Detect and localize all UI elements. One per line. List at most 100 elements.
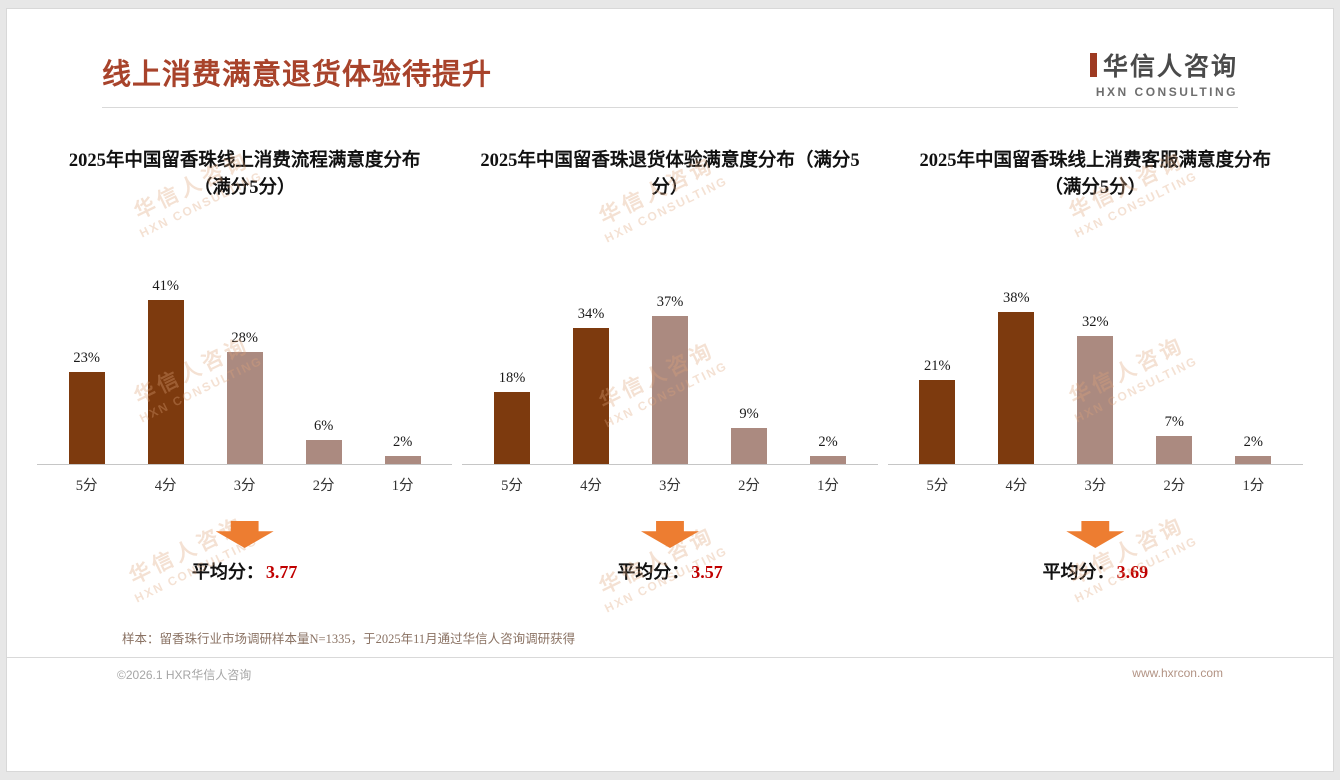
- bar-column: 38%: [993, 234, 1039, 464]
- bars-area: 18% 34% 37% 9% 2%: [462, 234, 878, 465]
- bar: [809, 456, 846, 464]
- down-arrow-icon: [640, 521, 699, 548]
- x-axis-tick-label: 4分: [154, 478, 177, 494]
- bar-column: 2%: [380, 234, 426, 464]
- bar-column: 37%: [647, 234, 693, 464]
- bar-value-label: 2%: [818, 434, 838, 450]
- bar: [68, 372, 105, 464]
- bar-column: 23%: [64, 234, 110, 464]
- company-logo: 华信人咨询 HXN CONSULTING: [1089, 47, 1238, 99]
- charts-row: 2025年中国留香珠线上消费流程满意度分布（满分5分） 23% 41% 28% 6% 2…: [7, 148, 1333, 584]
- bar-value-label: 37%: [656, 294, 684, 310]
- average-label: 平均分：: [617, 562, 690, 582]
- x-axis-tick-label: 3分: [659, 478, 681, 494]
- x-axis-tick-label: 5分: [75, 478, 98, 494]
- average-score: 平均分： 3.69: [888, 558, 1303, 584]
- x-axis-tick-label: 1分: [817, 478, 839, 494]
- bar: [730, 428, 767, 464]
- down-arrow-icon: [1066, 521, 1125, 548]
- chart-return-satisfaction: 2025年中国留香珠退货体验满意度分布（满分5分） 18% 34% 37% 9% 2% …: [462, 148, 878, 584]
- down-arrow-icon: [215, 521, 274, 548]
- sample-footnote: 样本：留香珠行业市场调研样本量N=1335，于2025年11月通过华信人咨询调研…: [122, 632, 576, 646]
- bar-column: 18%: [489, 234, 535, 464]
- logo-subtitle: HXN CONSULTING: [1095, 85, 1238, 99]
- bar-value-label: 38%: [1003, 290, 1030, 306]
- chart-title: 2025年中国留香珠线上消费客服满意度分布（满分5分）: [919, 151, 1272, 198]
- x-axis-tick-label: 4分: [580, 478, 602, 494]
- bar-column: 2%: [1230, 234, 1276, 464]
- x-axis-tick-label: 3分: [233, 478, 256, 494]
- chart-title: 2025年中国留香珠退货体验满意度分布（满分5分）: [480, 151, 860, 198]
- x-axis-tick-label: 2分: [1163, 478, 1186, 494]
- website-text: www.hxrcon.com: [1132, 666, 1223, 680]
- bar: [1156, 436, 1193, 464]
- average-label: 平均分：: [1042, 562, 1115, 582]
- bar-column: 34%: [568, 234, 614, 464]
- x-axis-tick-label: 4分: [1005, 478, 1028, 494]
- bar: [651, 316, 688, 464]
- bar-column: 41%: [143, 234, 189, 464]
- page-title: 线上消费满意退货体验待提升: [102, 59, 493, 91]
- bar-value-label: 2%: [1243, 434, 1263, 450]
- bar-value-label: 2%: [392, 434, 413, 450]
- bar: [493, 392, 530, 464]
- bar-value-label: 6%: [313, 418, 334, 434]
- average-score: 平均分： 3.57: [462, 558, 877, 584]
- x-axis-tick-label: 2分: [738, 478, 760, 494]
- bars-area: 21% 38% 32% 7% 2%: [887, 234, 1303, 465]
- x-axis-labels: 5分 4分 3分 2分 1分: [37, 474, 452, 495]
- bar-column: 32%: [1072, 234, 1118, 464]
- bar-column: 28%: [222, 234, 268, 464]
- x-axis-labels: 5分 4分 3分 2分 1分: [462, 474, 877, 495]
- header-divider: [102, 107, 1238, 108]
- bar-value-label: 23%: [73, 350, 100, 366]
- average-score: 平均分： 3.77: [37, 558, 452, 584]
- footer: ©2026.1 HXR华信人咨询 www.hxrcon.com: [7, 657, 1333, 683]
- x-axis-tick-label: 2分: [312, 478, 335, 494]
- x-axis-tick-label: 1分: [1242, 478, 1265, 494]
- x-axis-tick-label: 5分: [926, 478, 949, 494]
- bar-column: 21%: [914, 234, 960, 464]
- chart-plot: 23% 41% 28% 6% 2% 5分 4分 3分 2分 1分: [37, 234, 453, 495]
- bar: [1077, 336, 1114, 464]
- bar-value-label: 32%: [1082, 314, 1109, 330]
- logo-mark-icon: [1089, 53, 1097, 77]
- average-value: 3.77: [265, 562, 298, 582]
- bar: [919, 380, 956, 464]
- bar-value-label: 28%: [231, 330, 258, 346]
- x-axis-labels: 5分 4分 3分 2分 1分: [888, 474, 1303, 495]
- bar-value-label: 34%: [577, 306, 605, 322]
- chart-title: 2025年中国留香珠线上消费流程满意度分布（满分5分）: [68, 151, 421, 198]
- copyright-text: ©2026.1 HXR华信人咨询: [117, 668, 252, 682]
- header: 线上消费满意退货体验待提升 华信人咨询 HXN CONSULTING: [7, 9, 1333, 99]
- bar: [384, 456, 421, 464]
- chart-service-satisfaction: 2025年中国留香珠线上消费客服满意度分布（满分5分） 21% 38% 32% 7% 2…: [887, 148, 1303, 584]
- average-label: 平均分：: [191, 562, 264, 582]
- bar-value-label: 21%: [924, 358, 951, 374]
- bar-value-label: 18%: [498, 370, 526, 386]
- average-value: 3.57: [691, 562, 723, 582]
- bar-value-label: 7%: [1164, 414, 1184, 430]
- bar: [147, 300, 184, 464]
- bar: [572, 328, 609, 464]
- bar-column: 6%: [301, 234, 347, 464]
- chart-plot: 18% 34% 37% 9% 2% 5分 4分 3分 2分 1分: [462, 234, 878, 495]
- bar-value-label: 9%: [739, 406, 759, 422]
- bar-value-label: 41%: [152, 278, 179, 294]
- bar: [998, 312, 1035, 464]
- bar-column: 7%: [1151, 234, 1197, 464]
- chart-process-satisfaction: 2025年中国留香珠线上消费流程满意度分布（满分5分） 23% 41% 28% 6% 2…: [37, 148, 453, 584]
- bars-area: 23% 41% 28% 6% 2%: [37, 234, 453, 465]
- report-slide: 华信人咨询 HXN CONSULTING 华信人咨询 HXN CONSULTING 华信…: [6, 8, 1334, 772]
- logo-name: 华信人咨询: [1102, 53, 1238, 81]
- bar: [1235, 456, 1272, 464]
- x-axis-tick-label: 1分: [391, 478, 414, 494]
- x-axis-tick-label: 3分: [1084, 478, 1107, 494]
- x-axis-tick-label: 5分: [501, 478, 523, 494]
- average-value: 3.69: [1116, 562, 1149, 582]
- bar: [226, 352, 263, 464]
- bar-column: 9%: [726, 234, 772, 464]
- chart-plot: 21% 38% 32% 7% 2% 5分 4分 3分 2分 1分: [887, 234, 1303, 495]
- bar-column: 2%: [805, 234, 851, 464]
- bar: [305, 440, 342, 464]
